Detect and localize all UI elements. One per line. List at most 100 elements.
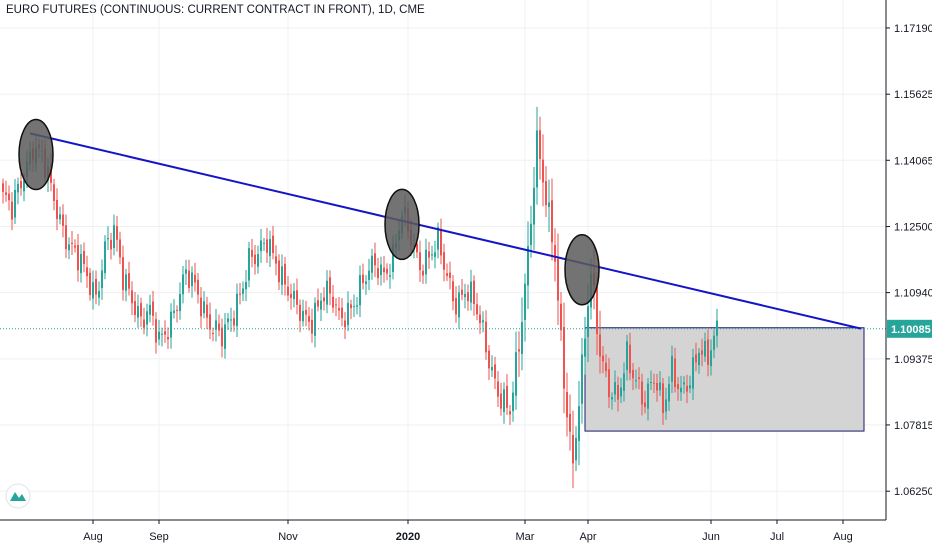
price-tick-label: 1.10940 (894, 288, 932, 300)
candle-body (329, 277, 331, 294)
candle-body (620, 387, 622, 397)
trendline (29, 132, 862, 330)
candle-body (224, 324, 226, 349)
candle-body (59, 214, 61, 220)
candle-body (323, 297, 325, 302)
candle-body (617, 384, 619, 400)
tradingview-logo-icon[interactable] (5, 483, 31, 509)
candle-body (668, 384, 670, 402)
candle-body (614, 382, 616, 395)
candle-body (563, 326, 565, 389)
candle-body (74, 245, 76, 248)
candle-body (695, 354, 697, 363)
candle-body (425, 249, 427, 275)
candle-body (605, 362, 607, 372)
candle-body (542, 159, 544, 183)
candle-body (377, 268, 379, 279)
candle-body (497, 381, 499, 397)
candle-body (107, 238, 109, 240)
candle-body (317, 300, 319, 307)
candle-body (56, 200, 58, 219)
candle-body (200, 297, 202, 317)
price-tick-label: 1.06250 (894, 486, 932, 498)
candle-body (326, 280, 328, 305)
candle-body (209, 314, 211, 330)
candle-body (242, 288, 244, 294)
candle-body (647, 383, 649, 409)
candle-body (275, 256, 277, 264)
price-tick-label: 1.07815 (894, 420, 932, 432)
candle-body (116, 226, 118, 240)
candle-body (146, 311, 148, 325)
price-tick-label: 1.17190 (894, 23, 932, 35)
candle-body (446, 273, 448, 277)
candle-body (521, 322, 523, 355)
candle-body (185, 269, 187, 274)
candle-body (314, 302, 316, 336)
price-tick-label: 1.09375 (894, 354, 932, 366)
candle-body (320, 300, 322, 310)
candle-body (518, 349, 520, 352)
candle-body (371, 255, 373, 273)
range-box-rect (584, 327, 865, 432)
time-tick-label: Nov (278, 531, 298, 543)
candle-body (530, 223, 532, 245)
candle-body (296, 290, 298, 305)
candle-body (392, 244, 394, 272)
candle-body (80, 254, 82, 274)
candle-body (218, 323, 220, 331)
candle-body (305, 309, 307, 315)
candle-body (527, 246, 529, 286)
chart-drawings (18, 118, 862, 330)
candle-body (575, 438, 577, 461)
candle-body (500, 393, 502, 409)
time-tick-label: Aug (833, 531, 853, 543)
candle-body (110, 239, 112, 250)
chart-title: EURO FUTURES (CONTINUOUS: CURRENT CONTRA… (6, 4, 425, 16)
candle-body (191, 272, 193, 287)
candle-body (281, 266, 283, 286)
candle-body (473, 280, 475, 304)
candle-body (632, 370, 634, 379)
candle-body (101, 270, 103, 289)
candle-body (380, 264, 382, 276)
highlight-ellipse (18, 118, 54, 191)
candle-body (455, 298, 457, 315)
candle-body (557, 258, 559, 301)
candle-body (533, 187, 535, 225)
candle-body (428, 251, 430, 258)
candle-body (713, 335, 715, 350)
candle-body (458, 292, 460, 318)
candle-body (539, 130, 541, 159)
candle-body (566, 391, 568, 418)
time-tick-label: Sep (149, 531, 169, 543)
candle-body (359, 275, 361, 306)
candle-body (416, 243, 418, 253)
candle-body (701, 350, 703, 355)
candle-body (53, 184, 55, 201)
current-price-label: 1.10085 (891, 324, 931, 336)
candle-body (260, 240, 262, 252)
candle-body (503, 389, 505, 412)
candle-body (173, 310, 175, 313)
candle-body (293, 290, 295, 300)
candle-body (491, 366, 493, 371)
candle-body (113, 225, 115, 248)
current-price-badge (887, 319, 932, 338)
candle-body (512, 392, 514, 412)
candle-body (332, 296, 334, 308)
candle-body (419, 252, 421, 271)
candle-body (608, 369, 610, 398)
candle-body (686, 385, 688, 392)
candle-body (77, 244, 79, 271)
candle-body (434, 252, 436, 257)
candle-body (680, 387, 682, 393)
candle-body (278, 260, 280, 283)
candle-body (482, 320, 484, 323)
candle-body (386, 268, 388, 274)
candle-body (137, 305, 139, 318)
candle-body (368, 270, 370, 280)
candle-body (68, 244, 70, 251)
candle-body (152, 301, 154, 316)
